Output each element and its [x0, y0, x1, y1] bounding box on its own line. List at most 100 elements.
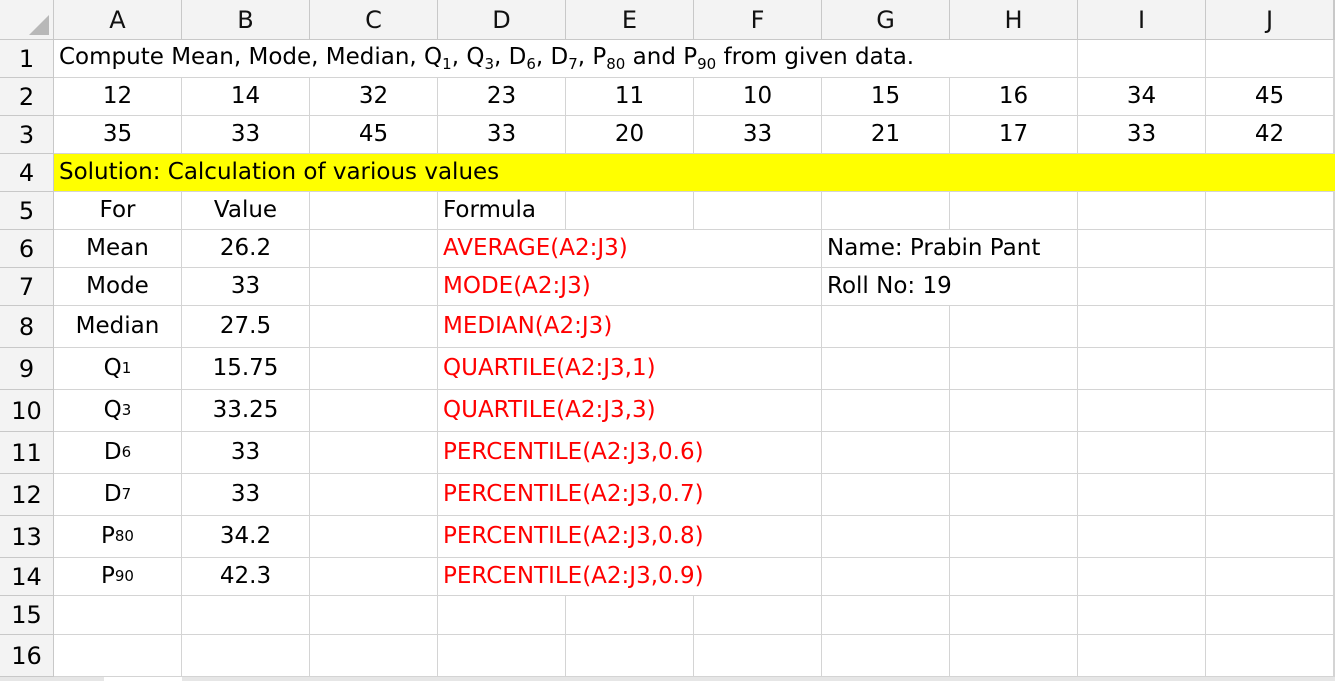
row-header-11[interactable]: 11 [0, 432, 54, 474]
cell-i9[interactable] [1078, 348, 1206, 390]
row-header-9[interactable]: 9 [0, 348, 54, 390]
cell-b3[interactable]: 33 [182, 116, 310, 154]
cell-e16[interactable] [566, 635, 694, 677]
cell-b16[interactable] [182, 635, 310, 677]
cell-c3[interactable]: 45 [310, 116, 438, 154]
cell-i13[interactable] [1078, 516, 1206, 558]
row-header-16[interactable]: 16 [0, 635, 54, 677]
cell-g10[interactable] [822, 390, 950, 432]
row-header-5[interactable]: 5 [0, 192, 54, 230]
header-formula[interactable]: Formula [438, 192, 566, 230]
cell-i2[interactable]: 34 [1078, 78, 1206, 116]
cell-g14[interactable] [822, 558, 950, 596]
cell-g2[interactable]: 15 [822, 78, 950, 116]
cell-e2[interactable]: 11 [566, 78, 694, 116]
formula-p90[interactable]: PERCENTILE(A2:J3,0.9) [438, 558, 822, 596]
column-header-g[interactable]: G [822, 0, 950, 40]
cell-i15[interactable] [1078, 596, 1206, 635]
cell-i5[interactable] [1078, 192, 1206, 230]
cell-a1-title[interactable]: Compute Mean, Mode, Median, Q1, Q3, D6, … [54, 40, 1078, 78]
info-name[interactable]: Name: Prabin Pant [822, 230, 1078, 268]
row-header-6[interactable]: 6 [0, 230, 54, 268]
cell-h2[interactable]: 16 [950, 78, 1078, 116]
result-label-p80[interactable]: P 80 [54, 516, 182, 558]
cell-h3[interactable]: 17 [950, 116, 1078, 154]
cell-c8[interactable] [310, 306, 438, 348]
result-value-q1[interactable]: 15.75 [182, 348, 310, 390]
cell-h15[interactable] [950, 596, 1078, 635]
row-header-15[interactable]: 15 [0, 596, 54, 635]
cell-h13[interactable] [950, 516, 1078, 558]
cell-i14[interactable] [1078, 558, 1206, 596]
cell-i10[interactable] [1078, 390, 1206, 432]
cell-e15[interactable] [566, 596, 694, 635]
cell-i6[interactable] [1078, 230, 1206, 268]
cell-j5[interactable] [1206, 192, 1334, 230]
header-for[interactable]: For [54, 192, 182, 230]
result-value-q3[interactable]: 33.25 [182, 390, 310, 432]
cell-c6[interactable] [310, 230, 438, 268]
cell-g16[interactable] [822, 635, 950, 677]
cell-i12[interactable] [1078, 474, 1206, 516]
cell-c2[interactable]: 32 [310, 78, 438, 116]
result-label-mean[interactable]: Mean [54, 230, 182, 268]
formula-mean[interactable]: AVERAGE(A2:J3) [438, 230, 822, 268]
cell-g12[interactable] [822, 474, 950, 516]
cell-c15[interactable] [310, 596, 438, 635]
formula-p80[interactable]: PERCENTILE(A2:J3,0.8) [438, 516, 822, 558]
cell-c10[interactable] [310, 390, 438, 432]
result-value-d6[interactable]: 33 [182, 432, 310, 474]
column-header-c[interactable]: C [310, 0, 438, 40]
cell-g11[interactable] [822, 432, 950, 474]
cell-j12[interactable] [1206, 474, 1334, 516]
cell-i7[interactable] [1078, 268, 1206, 306]
row-header-3[interactable]: 3 [0, 116, 54, 154]
cell-d15[interactable] [438, 596, 566, 635]
cell-g15[interactable] [822, 596, 950, 635]
column-header-a[interactable]: A [54, 0, 182, 40]
result-value-d7[interactable]: 33 [182, 474, 310, 516]
cell-f3[interactable]: 33 [694, 116, 822, 154]
cell-j15[interactable] [1206, 596, 1334, 635]
column-header-d[interactable]: D [438, 0, 566, 40]
cell-a2[interactable]: 12 [54, 78, 182, 116]
cell-j7[interactable] [1206, 268, 1334, 306]
cell-h14[interactable] [950, 558, 1078, 596]
cell-h16[interactable] [950, 635, 1078, 677]
cell-j13[interactable] [1206, 516, 1334, 558]
result-value-p80[interactable]: 34.2 [182, 516, 310, 558]
cell-h12[interactable] [950, 474, 1078, 516]
formula-mode[interactable]: MODE(A2:J3) [438, 268, 822, 306]
cell-c14[interactable] [310, 558, 438, 596]
result-label-median[interactable]: Median [54, 306, 182, 348]
cell-i1[interactable] [1078, 40, 1206, 78]
result-value-median[interactable]: 27.5 [182, 306, 310, 348]
cell-f16[interactable] [694, 635, 822, 677]
formula-q3[interactable]: QUARTILE(A2:J3,3) [438, 390, 822, 432]
cell-f5[interactable] [694, 192, 822, 230]
cell-h10[interactable] [950, 390, 1078, 432]
result-label-p90[interactable]: P 90 [54, 558, 182, 596]
column-header-i[interactable]: I [1078, 0, 1206, 40]
cell-b2[interactable]: 14 [182, 78, 310, 116]
cell-j9[interactable] [1206, 348, 1334, 390]
sheet-tab-active[interactable] [104, 677, 182, 681]
cell-d2[interactable]: 23 [438, 78, 566, 116]
cell-j3[interactable]: 42 [1206, 116, 1334, 154]
cell-d3[interactable]: 33 [438, 116, 566, 154]
row-header-2[interactable]: 2 [0, 78, 54, 116]
formula-d7[interactable]: PERCENTILE(A2:J3,0.7) [438, 474, 822, 516]
cell-a16[interactable] [54, 635, 182, 677]
cell-j6[interactable] [1206, 230, 1334, 268]
cell-g3[interactable]: 21 [822, 116, 950, 154]
column-header-f[interactable]: F [694, 0, 822, 40]
cell-b15[interactable] [182, 596, 310, 635]
column-header-h[interactable]: H [950, 0, 1078, 40]
cell-e3[interactable]: 20 [566, 116, 694, 154]
cell-j2[interactable]: 45 [1206, 78, 1334, 116]
cell-c16[interactable] [310, 635, 438, 677]
row-header-7[interactable]: 7 [0, 268, 54, 306]
solution-banner[interactable]: Solution: Calculation of various values [54, 154, 1335, 192]
row-header-8[interactable]: 8 [0, 306, 54, 348]
